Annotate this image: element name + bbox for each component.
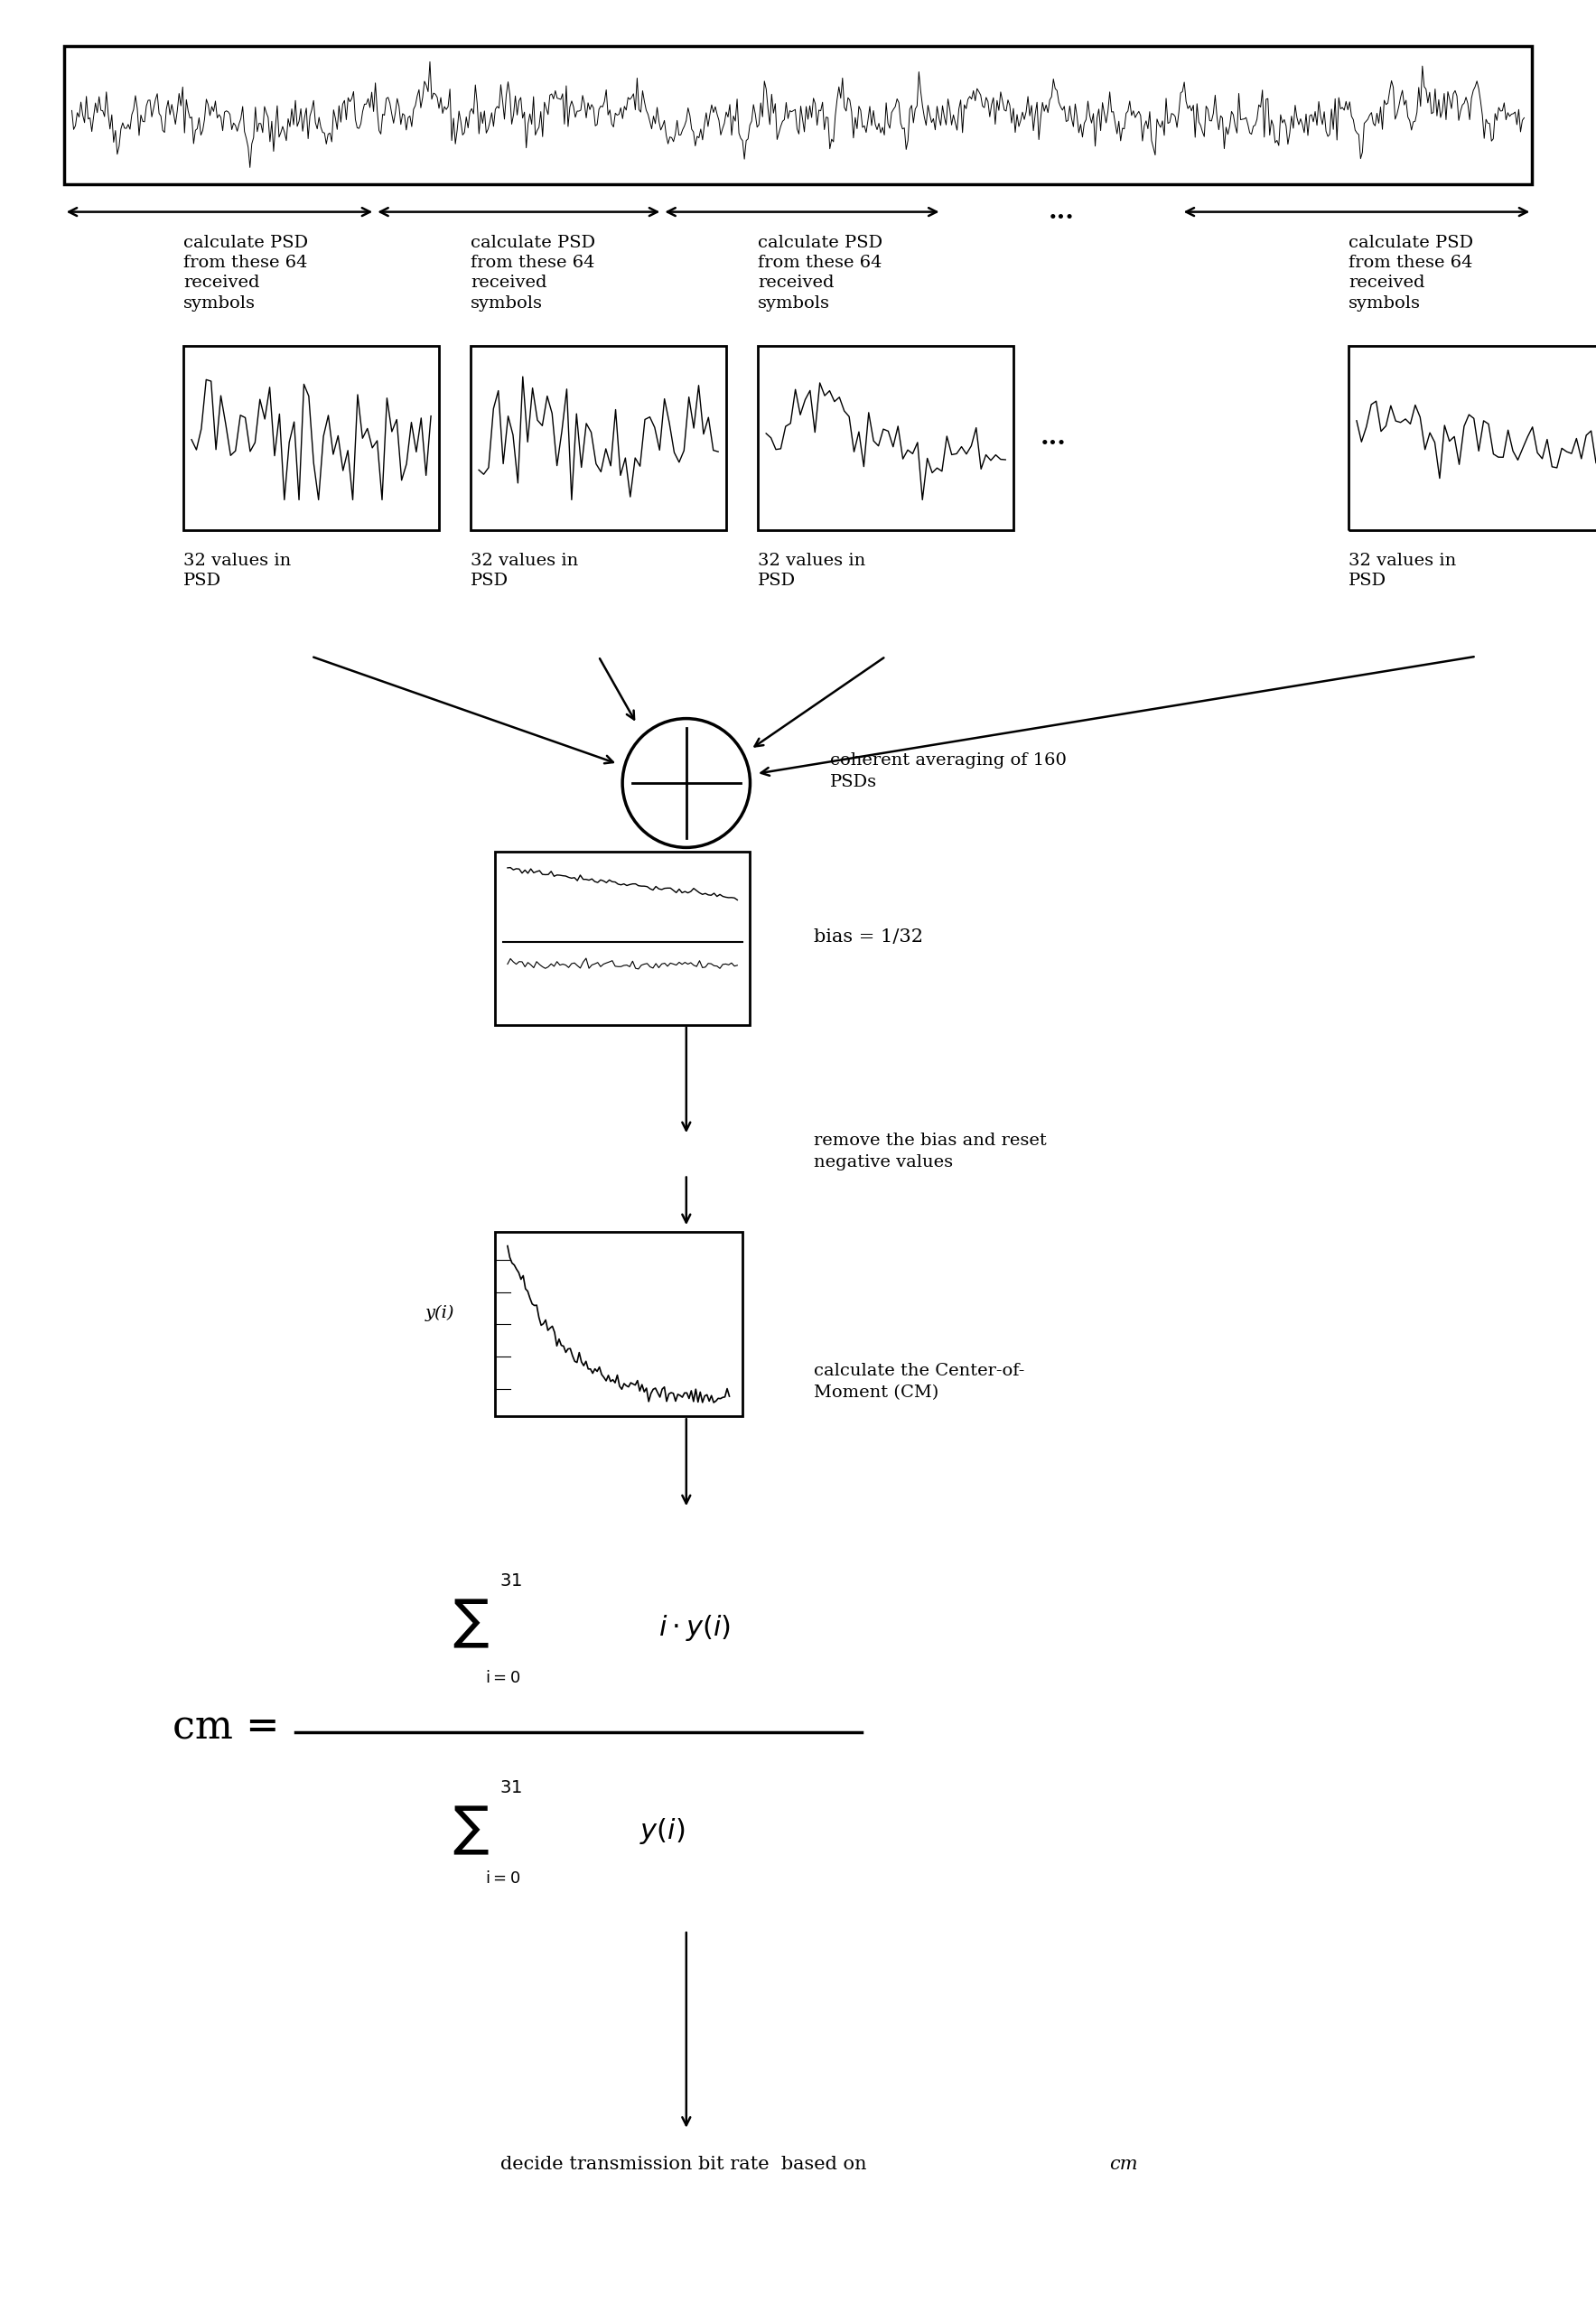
Text: $y(i)$: $y(i)$ <box>640 1817 685 1845</box>
Text: $i \cdot y(i)$: $i \cdot y(i)$ <box>658 1614 731 1642</box>
Text: 32 values in
PSD: 32 values in PSD <box>184 553 290 590</box>
Text: calculate the Center-of-
Moment (CM): calculate the Center-of- Moment (CM) <box>814 1363 1025 1400</box>
Text: $\mathregular{31}$: $\mathregular{31}$ <box>500 1780 522 1796</box>
Text: calculate PSD
from these 64
received
symbols: calculate PSD from these 64 received sym… <box>1349 235 1473 311</box>
Text: $\sum$: $\sum$ <box>453 1806 488 1856</box>
Text: $\mathregular{31}$: $\mathregular{31}$ <box>500 1573 522 1589</box>
Text: ...: ... <box>1049 200 1074 223</box>
Text: cm =: cm = <box>172 1709 279 1746</box>
Text: remove the bias and reset
negative values: remove the bias and reset negative value… <box>814 1133 1047 1170</box>
Text: $\mathregular{i=0}$: $\mathregular{i=0}$ <box>485 1870 520 1886</box>
Text: $\mathregular{i=0}$: $\mathregular{i=0}$ <box>485 1670 520 1686</box>
Bar <box>471 345 726 530</box>
Text: 32 values in
PSD: 32 values in PSD <box>758 553 865 590</box>
Text: calculate PSD
from these 64
received
symbols: calculate PSD from these 64 received sym… <box>184 235 308 311</box>
Text: ...: ... <box>1041 426 1066 449</box>
Text: cm: cm <box>1109 2156 1138 2174</box>
Text: y(i): y(i) <box>426 1303 455 1322</box>
Bar <box>1349 345 1596 530</box>
Bar <box>758 345 1013 530</box>
Text: calculate PSD
from these 64
received
symbols: calculate PSD from these 64 received sym… <box>758 235 883 311</box>
Bar <box>495 852 750 1025</box>
Bar <box>64 46 1532 184</box>
Text: decide transmission bit rate  based on: decide transmission bit rate based on <box>500 2156 873 2174</box>
Text: coherent averaging of 160
PSDs: coherent averaging of 160 PSDs <box>830 753 1066 790</box>
Text: 32 values in
PSD: 32 values in PSD <box>471 553 578 590</box>
Text: $\sum$: $\sum$ <box>453 1598 488 1649</box>
Text: calculate PSD
from these 64
received
symbols: calculate PSD from these 64 received sym… <box>471 235 595 311</box>
Bar <box>495 1232 742 1416</box>
Bar <box>184 345 439 530</box>
Text: bias = 1/32: bias = 1/32 <box>814 928 922 947</box>
Text: 32 values in
PSD: 32 values in PSD <box>1349 553 1456 590</box>
